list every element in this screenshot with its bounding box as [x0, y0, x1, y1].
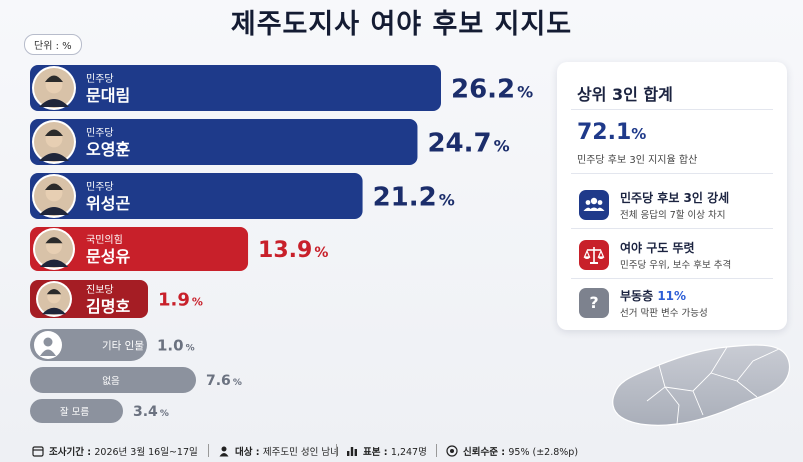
candidate-name: 위성곤: [86, 194, 130, 213]
bar-7: [30, 367, 196, 393]
party-label: 민주당: [86, 73, 114, 85]
candidate-name: 문성유: [86, 247, 130, 266]
value-unit: %: [314, 245, 328, 261]
scale-icon: [579, 240, 609, 270]
candidate-name: 오영훈: [86, 140, 130, 159]
value-label: 21.2%: [373, 182, 455, 212]
avatar-suit: [39, 99, 69, 107]
bar-8: [30, 399, 123, 423]
survey-footer: 조사기간 : 2026년 3월 16일~17일 대상 : 제주도민 성인 남녀 …: [0, 438, 803, 462]
footer-confidence: 신뢰수준 : 95% (±2.8%p): [446, 444, 578, 458]
value-label: 1.0%: [157, 336, 195, 354]
group-icon: [579, 190, 609, 220]
bar-chart-icon: [347, 447, 357, 456]
value-unit: %: [186, 343, 195, 353]
value-label: 3.4%: [133, 404, 169, 420]
value-label: 26.2%: [451, 74, 533, 104]
summary-total-desc: 민주당 후보 3인 지지율 합산: [577, 155, 698, 166]
divider: [571, 228, 773, 229]
category-label: 기타 인물: [102, 340, 144, 352]
bar-2: [30, 119, 418, 165]
page-title: 제주도지사 여야 후보 지지도: [230, 9, 573, 40]
party-label: 진보당: [86, 284, 114, 296]
avatar-hair: [45, 237, 63, 244]
avatar-hair: [45, 129, 63, 136]
party-label: 민주당: [86, 181, 114, 193]
value-unit: %: [439, 190, 455, 209]
summary-total: 72.1%: [577, 120, 647, 145]
divider: [571, 109, 773, 110]
calendar-icon: [32, 446, 44, 457]
candidate-name: 김명호: [86, 297, 130, 316]
value-label: 24.7%: [427, 128, 509, 158]
summary-item-strength: 민주당 후보 3인 강세 전체 응답의 7할 이상 차지: [579, 188, 779, 228]
divider: [336, 444, 337, 457]
person-icon-head: [43, 337, 53, 347]
avatar-suit: [39, 259, 69, 268]
value-unit: %: [160, 409, 169, 419]
summary-item-desc: 선거 막판 변수 가능성: [620, 308, 708, 319]
summary-item-heading: 부동층 11%: [620, 289, 687, 303]
avatar-hair: [45, 183, 63, 190]
value-unit: %: [517, 82, 533, 101]
summary-item-heading: 민주당 후보 3인 강세: [620, 191, 730, 205]
bar-1: [30, 65, 441, 111]
value-unit: %: [233, 378, 242, 388]
category-label: 없음: [102, 375, 120, 387]
person-icon-body: [40, 349, 56, 356]
candidate-name: 문대림: [86, 86, 130, 105]
summary-item-desc: 전체 응답의 7할 이상 차지: [620, 210, 726, 221]
divider: [436, 444, 437, 457]
summary-item-heading: 여야 구도 뚜렷: [620, 241, 695, 255]
category-label: 잘 모름: [60, 406, 89, 418]
footer-sample: 표본 : 1,247명: [346, 444, 427, 458]
avatar-hair: [45, 75, 63, 82]
jeju-map-icon: [612, 344, 791, 426]
value-label: 13.9%: [258, 238, 328, 263]
target-icon: [446, 445, 458, 457]
summary-item-desc: 민주당 우위, 보수 후보 추격: [620, 260, 732, 271]
value-label: 1.9%: [158, 289, 203, 310]
bar-3: [30, 173, 363, 219]
value-label: 7.6%: [206, 373, 242, 389]
summary-card: 상위 3인 합계 72.1% 민주당 후보 3인 지지율 합산 민주당 후보 3…: [557, 62, 787, 330]
party-label: 민주당: [86, 127, 114, 139]
avatar-suit: [39, 153, 69, 161]
person-icon: [219, 446, 229, 457]
question-icon: ?: [579, 288, 609, 318]
footer-target: 대상 : 제주도민 성인 남녀: [218, 444, 339, 458]
divider: [571, 173, 773, 174]
summary-item-undecided: ? 부동층 11% 선거 막판 변수 가능성: [579, 286, 779, 326]
footer-period: 조사기간 : 2026년 3월 16일~17일: [32, 444, 198, 458]
avatar-suit: [39, 207, 69, 215]
bar-4: [30, 227, 249, 271]
summary-item-rivalry: 여야 구도 뚜렷 민주당 우위, 보수 후보 추격: [579, 238, 779, 278]
divider: [571, 278, 773, 279]
summary-title: 상위 3인 합계: [577, 85, 673, 104]
value-unit: %: [494, 136, 510, 155]
avatar-suit: [42, 307, 66, 315]
divider: [208, 444, 209, 457]
unit-badge: 단위 : %: [24, 34, 82, 55]
avatar-hair: [46, 289, 62, 295]
party-label: 국민의힘: [86, 234, 123, 246]
value-unit: %: [192, 295, 203, 308]
